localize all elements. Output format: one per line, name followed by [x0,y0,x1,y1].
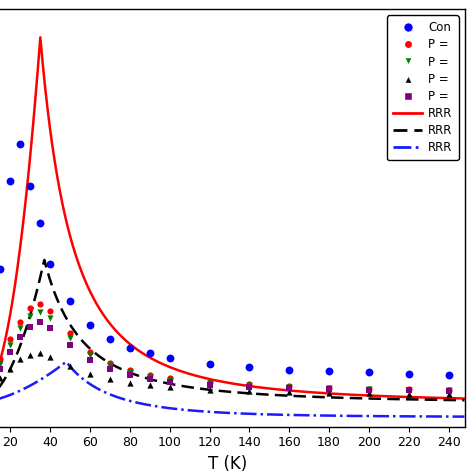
Point [206,360,213,368]
Point [86,356,94,364]
Point [126,371,134,378]
Point [46,307,54,315]
Point [0,365,4,373]
Point [46,353,54,361]
Point [0,360,4,368]
Point [246,382,253,389]
Point [246,381,253,388]
Point [365,385,373,393]
Point [146,375,154,383]
Point [7,365,14,373]
Point [285,366,293,374]
Point [36,300,44,308]
Point [126,379,134,387]
Point [0,356,4,363]
Point [405,386,412,394]
Point [86,371,94,378]
Point [445,390,452,398]
Point [445,371,452,378]
Point [66,341,74,349]
Point [206,381,213,389]
Point [285,383,293,391]
Point [17,356,24,363]
Point [285,388,293,396]
Point [325,385,333,393]
Point [36,319,44,326]
Legend: Con, P =, P =, P =, P =, RRR, RRR, RRR: Con, P =, P =, P =, P =, RRR, RRR, RRR [387,15,459,160]
Point [445,387,452,395]
Point [0,374,4,382]
Point [325,367,333,375]
Point [27,305,34,312]
Point [27,323,34,331]
Point [285,384,293,392]
Point [17,325,24,332]
Point [66,298,74,305]
Point [66,363,74,370]
Point [106,365,114,373]
Point [7,349,14,356]
Point [66,329,74,337]
Point [27,182,34,190]
Point [405,387,412,394]
Point [86,348,94,356]
Point [126,368,134,376]
Point [166,374,173,382]
Point [285,383,293,390]
Point [405,370,412,378]
Point [0,265,4,273]
Point [206,378,213,386]
Point [405,385,412,393]
Point [17,319,24,326]
Point [445,386,452,393]
Point [365,390,373,397]
Point [36,308,44,316]
Point [106,375,114,383]
Point [36,219,44,227]
Point [7,342,14,349]
Point [7,335,14,342]
Point [126,344,134,352]
Point [146,371,154,379]
Point [166,376,173,383]
Point [365,369,373,376]
Point [146,382,154,389]
Point [166,383,173,391]
X-axis label: T (K): T (K) [208,455,247,473]
Point [17,140,24,148]
Point [166,378,173,385]
Point [146,373,154,380]
Point [246,364,253,371]
Point [206,386,213,393]
Point [7,177,14,185]
Point [126,366,134,374]
Point [106,362,114,369]
Point [206,379,213,387]
Point [405,390,412,398]
Point [325,389,333,397]
Point [166,354,173,362]
Point [46,261,54,268]
Point [445,387,452,394]
Point [246,387,253,395]
Point [365,386,373,394]
Point [325,384,333,392]
Point [17,333,24,341]
Point [36,350,44,357]
Point [27,351,34,358]
Point [27,312,34,320]
Point [325,384,333,392]
Point [46,314,54,321]
Point [365,385,373,392]
Point [106,335,114,342]
Point [246,383,253,391]
Point [66,334,74,341]
Point [106,359,114,366]
Point [146,350,154,357]
Point [46,324,54,332]
Point [86,321,94,328]
Point [86,351,94,359]
